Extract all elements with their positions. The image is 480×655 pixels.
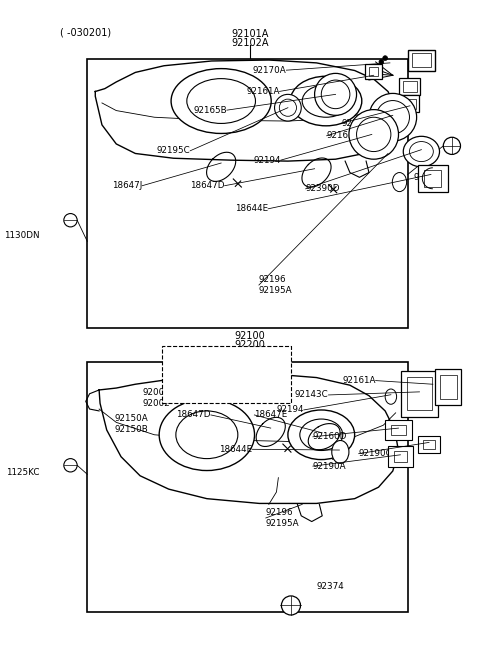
Ellipse shape	[332, 441, 349, 463]
Text: 92165B: 92165B	[327, 131, 360, 140]
Ellipse shape	[321, 80, 350, 109]
Text: 92195C: 92195C	[156, 146, 190, 155]
Text: ( -030201): ( -030201)	[60, 28, 111, 38]
Circle shape	[64, 458, 77, 472]
Text: 18647D: 18647D	[190, 181, 225, 190]
Text: 92161A: 92161A	[341, 119, 375, 128]
Bar	[162, 346, 291, 403]
Bar	[418, 436, 441, 453]
Text: 92101A: 92101A	[231, 29, 268, 39]
Bar	[401, 371, 438, 417]
Text: 92160D: 92160D	[313, 432, 348, 441]
Bar	[87, 59, 408, 328]
Ellipse shape	[358, 121, 386, 138]
Ellipse shape	[409, 141, 433, 162]
Ellipse shape	[392, 172, 407, 192]
Text: 18647J: 18647J	[112, 181, 142, 190]
Ellipse shape	[403, 136, 440, 167]
Text: 92100: 92100	[234, 331, 265, 341]
Ellipse shape	[288, 410, 355, 460]
Ellipse shape	[275, 94, 301, 121]
Text: 92196
92195A: 92196 92195A	[259, 275, 292, 295]
Bar	[407, 377, 432, 411]
Text: 92161A: 92161A	[342, 376, 376, 385]
Bar	[418, 165, 448, 192]
Text: 92102A: 92102A	[231, 39, 268, 48]
Text: 18644E: 18644E	[219, 445, 252, 454]
Text: 92143C: 92143C	[295, 390, 328, 400]
Bar	[394, 451, 407, 462]
Bar	[404, 99, 416, 109]
Bar	[385, 421, 412, 440]
Bar	[440, 375, 456, 399]
Bar	[399, 78, 420, 96]
Ellipse shape	[159, 399, 254, 470]
Text: 92196
92195A: 92196 92195A	[266, 508, 300, 528]
Bar	[365, 64, 382, 79]
Ellipse shape	[290, 76, 362, 126]
Text: 1130DN: 1130DN	[4, 231, 39, 240]
Text: 92165B: 92165B	[193, 105, 227, 115]
Text: 18644E: 18644E	[235, 204, 268, 214]
Text: 92190A: 92190A	[313, 462, 347, 471]
Bar	[412, 53, 431, 67]
Text: 92194: 92194	[253, 156, 281, 164]
Ellipse shape	[302, 84, 350, 117]
Circle shape	[64, 214, 77, 227]
Ellipse shape	[187, 79, 255, 123]
Text: 92374: 92374	[414, 173, 442, 182]
Ellipse shape	[300, 419, 343, 451]
Text: 92150A
92150B: 92150A 92150B	[115, 414, 148, 434]
Bar	[400, 96, 420, 113]
Text: 18647E: 18647E	[254, 411, 288, 419]
Text: 1125KC: 1125KC	[6, 468, 39, 477]
Ellipse shape	[385, 389, 396, 404]
Circle shape	[383, 56, 387, 60]
Text: 92194: 92194	[276, 405, 304, 415]
Bar	[424, 170, 442, 187]
Text: 92001
92002: 92001 92002	[142, 388, 170, 408]
Ellipse shape	[279, 99, 297, 117]
Ellipse shape	[314, 73, 357, 115]
Circle shape	[379, 60, 384, 64]
Ellipse shape	[376, 101, 409, 134]
Circle shape	[281, 596, 300, 615]
Ellipse shape	[369, 94, 417, 141]
Text: 92170A: 92170A	[252, 66, 287, 75]
Ellipse shape	[171, 69, 271, 134]
Bar	[87, 362, 408, 612]
Ellipse shape	[176, 411, 238, 458]
Bar	[369, 67, 379, 76]
Bar	[408, 50, 435, 71]
Text: 92374: 92374	[316, 582, 344, 591]
Bar	[403, 81, 417, 92]
Circle shape	[444, 138, 460, 155]
Text: 18647D: 18647D	[176, 411, 211, 419]
Bar	[388, 446, 413, 467]
Bar	[423, 440, 435, 449]
Ellipse shape	[357, 117, 391, 151]
Ellipse shape	[349, 109, 398, 159]
Text: 92200: 92200	[234, 340, 265, 350]
Text: 92190C: 92190C	[359, 449, 393, 458]
Bar	[435, 369, 461, 405]
Bar	[391, 424, 406, 436]
Text: 92161A: 92161A	[246, 87, 279, 96]
Text: 92390D: 92390D	[306, 184, 340, 193]
